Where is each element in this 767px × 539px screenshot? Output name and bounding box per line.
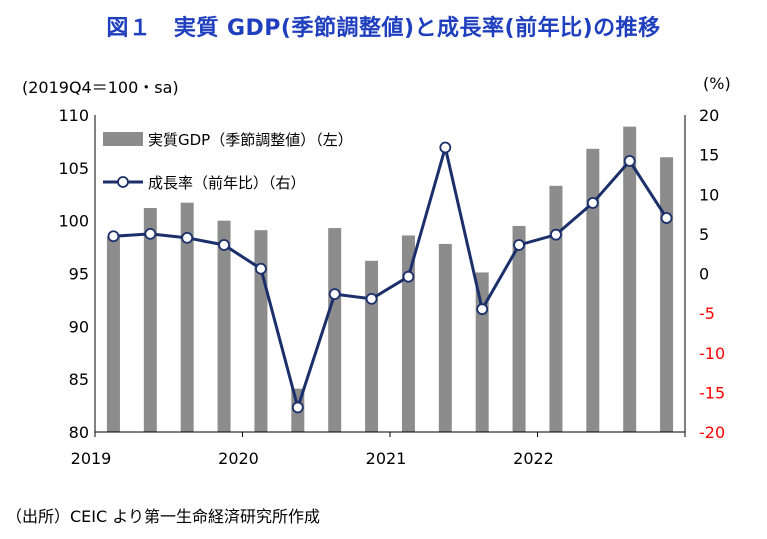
growth-point: [439, 141, 452, 154]
growth-point: [476, 303, 489, 316]
gdp-bar: [365, 260, 379, 432]
growth-point: [623, 155, 636, 167]
right-tick-label: 0: [699, 265, 709, 284]
gdp-bar: [438, 243, 452, 432]
gdp-bar: [660, 157, 674, 432]
legend-line-marker: [117, 176, 129, 188]
chart-title: 図１ 実質 GDP(季節調整値)と成長率(前年比)の推移: [106, 16, 661, 41]
growth-line: [113, 147, 668, 413]
growth-point: [586, 197, 599, 209]
left-tick-label: 100: [58, 212, 89, 231]
growth-point: [365, 292, 378, 305]
right-tick-label: 10: [699, 185, 719, 204]
gdp-bar: [254, 230, 268, 432]
growth-point: [513, 239, 525, 251]
gdp-bar: [106, 236, 120, 432]
gdp-bar: [623, 126, 637, 432]
growth-point: [328, 288, 341, 301]
growth-point: [550, 228, 562, 241]
right-tick-label: -15: [699, 383, 725, 402]
gdp-bar: [512, 225, 526, 432]
growth-point: [402, 270, 415, 283]
growth-point: [660, 212, 673, 224]
gdp-bar: [549, 185, 563, 432]
x-tick-label: 2021: [366, 449, 407, 468]
gdp-bar: [475, 272, 489, 432]
gdp-bar: [143, 207, 157, 432]
x-tick-label: 2019: [71, 449, 112, 468]
x-tick-label: 2020: [218, 449, 259, 468]
growth-point: [181, 231, 194, 244]
legend-bar-label: 実質GDP（季節調整値）（左）: [148, 131, 353, 149]
legend-line-label: 成長率（前年比）（右）: [148, 174, 306, 192]
left-tick-label: 90: [69, 317, 89, 336]
right-tick-label: -5: [699, 304, 715, 323]
gdp-bar: [586, 148, 600, 432]
left-tick-label: 95: [69, 265, 89, 284]
left-axis-unit: (2019Q4＝100・sa): [22, 78, 179, 97]
growth-point: [255, 262, 267, 275]
right-tick-label: 20: [699, 106, 719, 125]
growth-point: [107, 230, 120, 243]
left-tick-label: 105: [58, 159, 89, 178]
growth-point: [144, 227, 157, 240]
left-tick-label: 110: [58, 106, 89, 125]
right-tick-label: -10: [699, 344, 725, 363]
gdp-bar: [401, 235, 415, 432]
x-tick-label: 2022: [513, 449, 554, 468]
left-tick-label: 85: [69, 370, 89, 389]
right-tick-label: -20: [699, 423, 725, 442]
gdp-bar: [217, 220, 231, 432]
gdp-bar: [180, 202, 194, 432]
growth-point: [291, 401, 304, 414]
growth-point: [218, 239, 230, 251]
right-axis-unit: (%): [703, 74, 731, 93]
right-tick-label: 15: [699, 146, 719, 165]
gdp-bar: [328, 228, 342, 432]
source-note: （出所）CEIC より第一生命経済研究所作成: [6, 507, 320, 526]
legend-bar-swatch: [103, 132, 143, 146]
right-tick-label: 5: [699, 225, 709, 244]
left-tick-label: 80: [69, 423, 89, 442]
